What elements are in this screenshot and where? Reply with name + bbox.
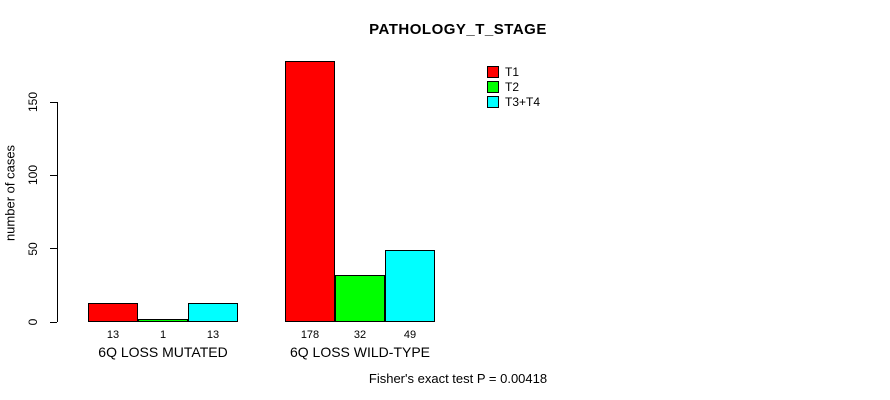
group-label: 6Q LOSS WILD-TYPE [289,344,431,360]
bar-t1 [88,303,138,322]
bar-value-label: 32 [353,329,367,341]
y-tick-mark [50,248,57,250]
bar-t2 [138,319,188,322]
legend-label: T2 [505,80,520,94]
legend-label: T1 [505,65,520,79]
legend-swatch-t2 [487,81,499,93]
y-axis-label: number of cases [2,144,18,242]
y-axis-line [57,102,58,322]
legend-label: T3+T4 [505,95,541,109]
chart-footer: Fisher's exact test P = 0.00418 [368,371,548,386]
y-tick-mark [50,174,57,176]
legend-swatch-t3-t4 [487,96,499,108]
bar-t3-t4 [188,303,238,322]
bar-t2 [335,275,385,322]
y-tick-label: 100 [26,165,40,186]
bar-t1 [285,61,335,322]
chart-title: PATHOLOGY_T_STAGE [369,21,547,38]
bar-value-label: 13 [206,329,220,341]
y-tick-label: 0 [26,318,40,326]
bar-t3-t4 [385,250,435,322]
y-tick-label: 150 [26,91,40,113]
group-label: 6Q LOSS MUTATED [98,344,228,360]
y-tick-mark [50,321,57,323]
bar-value-label: 13 [106,329,120,341]
bar-value-label: 178 [300,329,320,341]
legend-swatch-t1 [487,66,499,78]
y-tick-mark [50,101,57,103]
bar-value-label: 49 [403,329,417,341]
y-tick-label: 50 [26,241,40,256]
bar-value-label: 1 [159,329,167,341]
